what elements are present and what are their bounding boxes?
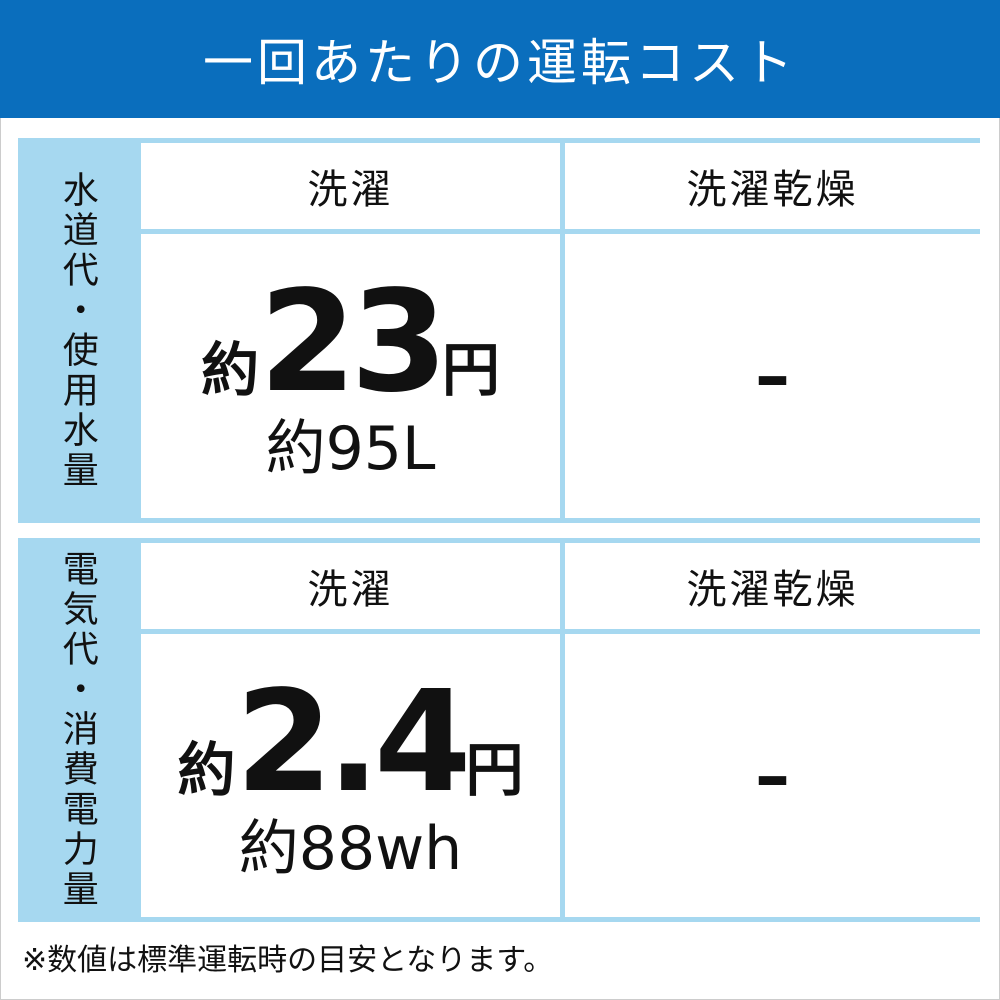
prefix: 約 <box>177 735 236 804</box>
column-header-wash: 洗濯 <box>141 543 560 629</box>
wash-dry-value: – <box>565 634 980 917</box>
wash-dry-value: – <box>565 234 980 518</box>
wash-value-cell: 約 23 円 約95L <box>141 234 560 518</box>
cost-number: 23 <box>259 261 448 424</box>
usage-value: 約95L <box>265 414 436 484</box>
prefix: 約 <box>201 336 260 404</box>
cost-number: 2.4 <box>235 660 471 824</box>
cost-value: 約 23 円 <box>201 273 500 413</box>
water-cost-table: 水道代・使用水量 洗濯 洗濯乾燥 約 23 円 約95L – <box>18 138 980 523</box>
cost-value: 約 2.4 円 <box>177 660 524 824</box>
footnote: ※数値は標準運転時の目安となります。 <box>22 943 554 978</box>
column-header-wash-dry: 洗濯乾燥 <box>565 143 980 229</box>
row-label: 電気代・消費電力量 <box>56 550 98 910</box>
electricity-cost-table: 電気代・消費電力量 洗濯 洗濯乾燥 約 2.4 円 約88wh – <box>18 538 980 922</box>
usage-value: 約88wh <box>238 813 463 884</box>
unit: 円 <box>441 336 500 404</box>
column-header-wash-dry: 洗濯乾燥 <box>565 543 980 629</box>
wash-value-cell: 約 2.4 円 約88wh <box>141 634 560 917</box>
row-label: 水道代・使用水量 <box>56 170 98 491</box>
page-title: 一回あたりの運転コスト <box>0 0 1000 118</box>
unit: 円 <box>465 735 524 804</box>
column-header-wash: 洗濯 <box>141 143 560 229</box>
